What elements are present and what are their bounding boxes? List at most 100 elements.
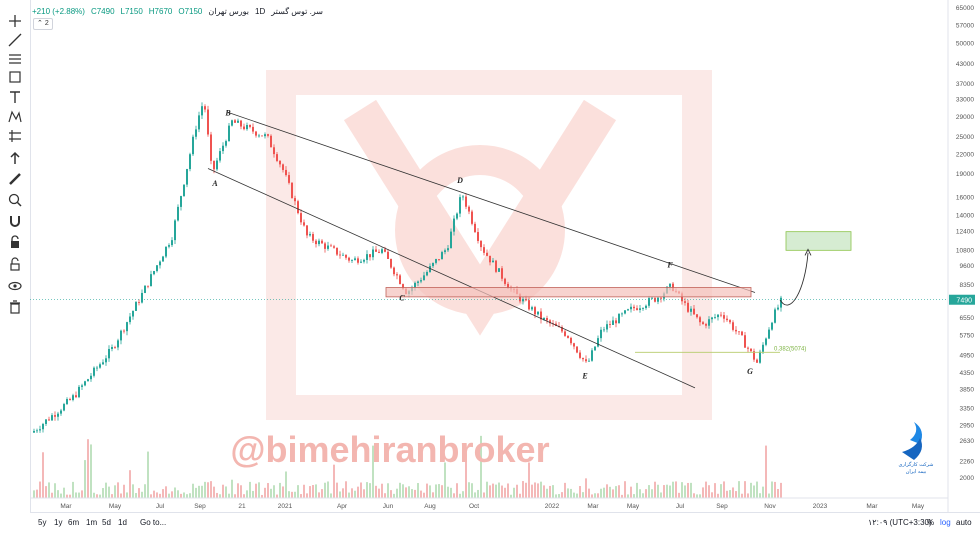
volume-bar (267, 483, 269, 498)
crosshair-icon[interactable] (5, 12, 25, 30)
candle-body (771, 322, 773, 330)
volume-bar (663, 485, 665, 498)
candle-body (729, 320, 731, 323)
candle-body (315, 240, 317, 245)
candle-body (378, 251, 380, 253)
percent-toggle[interactable]: % (927, 518, 935, 527)
candle-body (111, 347, 113, 349)
candle-body (195, 129, 197, 137)
ruler-icon[interactable] (5, 170, 25, 188)
pattern-icon[interactable] (5, 108, 25, 126)
volume-bar (480, 435, 482, 498)
lock-icon[interactable] (5, 255, 25, 273)
candle-body (777, 307, 779, 310)
candle-body (228, 125, 230, 142)
volume-bar (171, 491, 173, 498)
volume-bar (381, 483, 383, 498)
candle-body (495, 260, 497, 272)
candle-body (699, 317, 701, 323)
candle-body (390, 258, 392, 268)
price-tick-label: 10800 (956, 247, 974, 254)
trend-line-icon[interactable] (5, 31, 25, 49)
collapse-indicators-button[interactable]: ⌃ 2 (33, 18, 53, 30)
auto-toggle[interactable]: auto (956, 518, 972, 527)
volume-bar (348, 492, 350, 498)
time-tick-label: 21 (238, 503, 246, 510)
candle-body (303, 222, 305, 226)
interval-label[interactable]: 1D (255, 6, 266, 16)
volume-bar (324, 482, 326, 498)
range-5d[interactable]: 5d (102, 518, 111, 527)
candle-body (537, 311, 539, 315)
volume-bar (363, 489, 365, 498)
candle-body (369, 254, 371, 258)
time-tick-label: Sep (194, 503, 206, 510)
text-icon[interactable] (5, 88, 25, 106)
candle-body (438, 259, 440, 260)
candle-body (585, 359, 587, 362)
range-6m[interactable]: 6m (68, 518, 80, 527)
eye-icon[interactable] (5, 277, 25, 295)
forecast-icon[interactable] (5, 127, 25, 145)
candle-body (561, 327, 563, 332)
range-5y[interactable]: 5y (38, 518, 47, 527)
volume-bar (564, 482, 566, 498)
goto-button[interactable]: Go to... (140, 518, 167, 527)
price-chart[interactable]: 0.382(5074) A B C D E F G 65000 57000 50000 43000 3… (30, 0, 980, 512)
candle-body (660, 297, 662, 299)
range-1d[interactable]: 1d (118, 518, 127, 527)
volume-bar (132, 484, 134, 498)
candle-body (273, 147, 275, 155)
trash-icon[interactable] (5, 298, 25, 316)
price-tick-label: 19000 (956, 171, 974, 178)
log-toggle[interactable]: log (940, 518, 951, 527)
candle-body (708, 319, 710, 326)
high-value: H7670 (148, 6, 173, 16)
volume-bar (507, 483, 509, 498)
symbol-name[interactable]: سر. توس گستر (271, 6, 323, 16)
candle-body (450, 231, 452, 249)
time-axis[interactable]: Mar May Jul Sep 21 2021 Apr Jun Aug Oct 2022 Mar May… (30, 497, 948, 510)
candle-body (747, 347, 749, 349)
candle-body (270, 135, 272, 148)
timezone-label[interactable]: ۱۲:۰۹ (UTC+3:30) (868, 518, 932, 527)
logo-text-line: بیمه ایران (906, 469, 927, 475)
magnet-icon[interactable] (5, 212, 25, 230)
volume-bar (681, 482, 683, 498)
range-1y[interactable]: 1y (54, 518, 63, 527)
volume-bar (372, 445, 374, 498)
volume-bar (69, 494, 71, 498)
arrow-icon[interactable] (5, 149, 25, 167)
volume-bar (126, 492, 128, 498)
volume-bar (366, 482, 368, 498)
price-tick-label: 16000 (956, 194, 974, 201)
candle-body (462, 196, 464, 198)
brush-icon[interactable] (5, 68, 25, 86)
fib-icon[interactable] (5, 50, 25, 68)
volume-bar (75, 492, 77, 498)
volume-bar (609, 486, 611, 498)
lock-draw-icon[interactable] (5, 233, 25, 251)
volume-bar (375, 485, 377, 498)
candle-body (171, 240, 173, 246)
volume-bar (660, 492, 662, 498)
price-tick-label: 8350 (960, 282, 975, 289)
volume-bar (534, 482, 536, 498)
candle-body (57, 413, 59, 417)
volume-bar (627, 494, 629, 498)
volume-bar (234, 494, 236, 498)
price-tick-label: 6550 (960, 315, 975, 322)
volume-bar (714, 483, 716, 498)
price-tick-label: 3850 (960, 387, 975, 394)
candle-body (402, 284, 404, 289)
candle-body (96, 367, 98, 369)
candle-body (528, 300, 530, 310)
watermark-logo (266, 70, 712, 420)
price-axis[interactable]: 65000 57000 50000 43000 37000 33000 29000 25000… (947, 0, 980, 512)
zoom-icon[interactable] (5, 191, 25, 209)
candle-body (267, 134, 269, 136)
volume-bar (594, 493, 596, 498)
volume-bar (729, 490, 731, 498)
range-1m[interactable]: 1m (86, 518, 98, 527)
candle-body (705, 324, 707, 326)
